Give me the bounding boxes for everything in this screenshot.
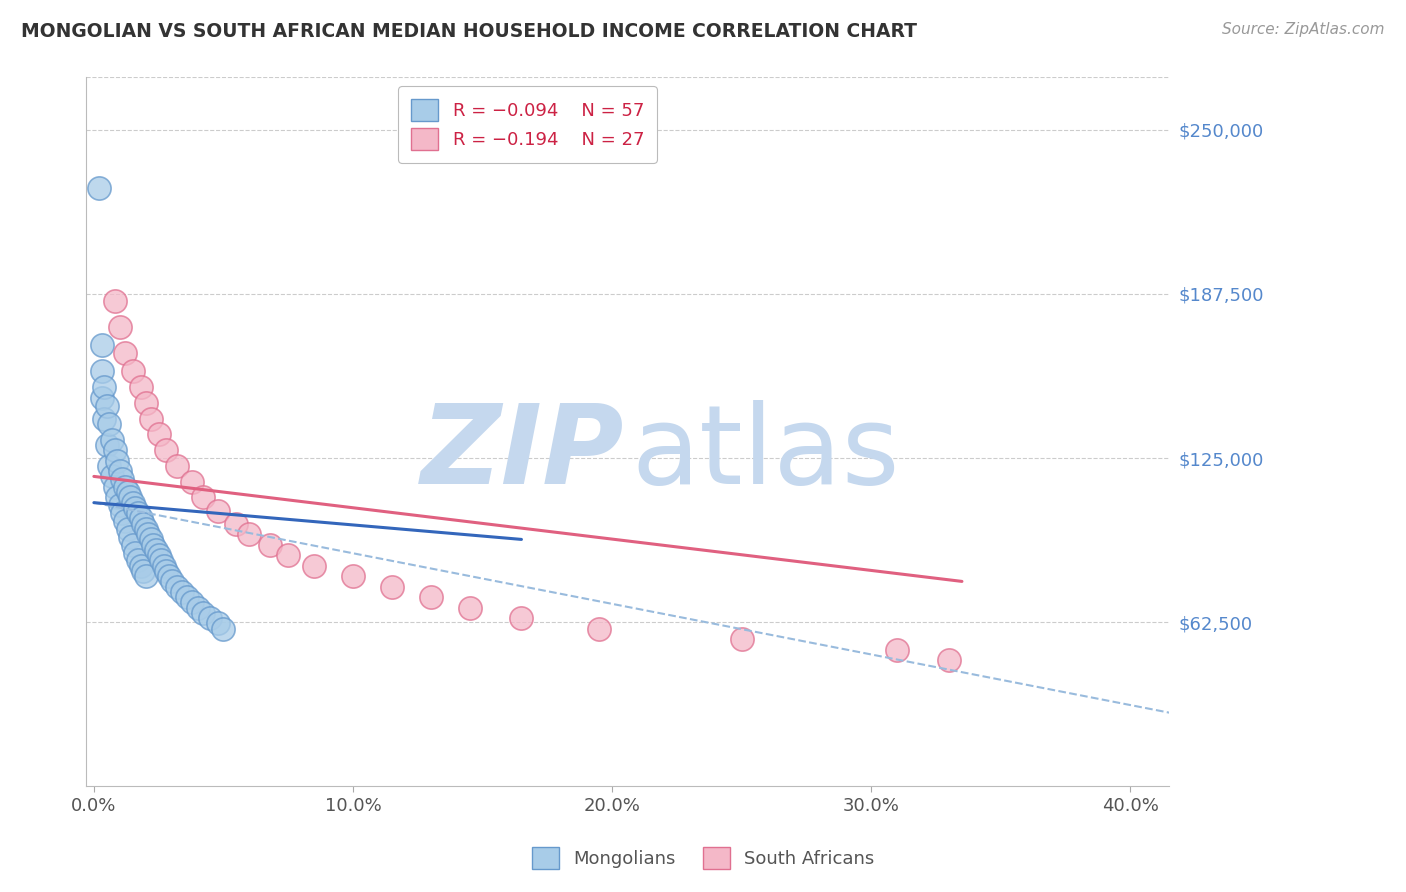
Point [96,438,118,452]
Point [170,585,193,599]
Point [127,553,149,567]
Legend: Mongolians, South Africans: Mongolians, South Africans [523,838,883,879]
Point [117,522,139,536]
Point [120,491,142,505]
Point [121,364,143,378]
Point [160,574,183,589]
Point [207,616,229,631]
Point [181,475,204,489]
Point [87,180,110,194]
Point [98,417,121,431]
Point [101,433,124,447]
Point [176,590,198,604]
Point [105,491,128,505]
Point [124,545,146,559]
Point [381,580,404,594]
Point [157,569,180,583]
Point [104,443,127,458]
Point [96,399,118,413]
Point [139,533,162,547]
Point [111,506,134,520]
Point [98,458,121,473]
Point [90,364,112,378]
Point [124,500,146,515]
Point [108,498,131,512]
Point [342,569,364,583]
Point [166,580,188,594]
Point [104,293,127,308]
Point [108,319,131,334]
Point [150,553,173,567]
Point [135,522,157,536]
Point [101,469,124,483]
Point [181,595,204,609]
Text: Source: ZipAtlas.com: Source: ZipAtlas.com [1222,22,1385,37]
Point [117,485,139,500]
Point [136,527,159,541]
Point [153,558,176,573]
Point [225,516,247,531]
Point [302,558,325,573]
Point [121,496,143,510]
Point [108,464,131,478]
Point [191,606,214,620]
Point [212,622,235,636]
Point [114,480,136,494]
Point [93,411,115,425]
Text: atlas: atlas [631,400,900,507]
Point [886,642,908,657]
Point [105,453,128,467]
Point [588,622,610,636]
Point [155,443,177,458]
Point [238,527,260,541]
Point [145,542,167,557]
Point [104,480,127,494]
Point [132,516,155,531]
Point [129,380,152,394]
Point [458,600,481,615]
Point [111,472,134,486]
Point [142,538,165,552]
Point [129,511,152,525]
Point [121,538,143,552]
Point [114,514,136,528]
Point [90,391,112,405]
Point [93,380,115,394]
Point [419,590,441,604]
Point [191,491,214,505]
Point [114,346,136,360]
Point [186,600,208,615]
Text: ZIP: ZIP [420,400,624,507]
Point [510,611,533,625]
Text: MONGOLIAN VS SOUTH AFRICAN MEDIAN HOUSEHOLD INCOME CORRELATION CHART: MONGOLIAN VS SOUTH AFRICAN MEDIAN HOUSEH… [21,22,917,41]
Point [135,569,157,583]
Point [938,653,960,667]
Legend: R = −0.094    N = 57, R = −0.194    N = 27: R = −0.094 N = 57, R = −0.194 N = 27 [398,87,657,163]
Point [148,548,170,562]
Point [148,427,170,442]
Point [277,548,299,562]
Point [90,338,112,352]
Point [129,558,152,573]
Point [127,506,149,520]
Point [200,611,222,625]
Point [259,538,281,552]
Point [120,530,142,544]
Point [139,411,162,425]
Point [731,632,754,647]
Point [155,564,177,578]
Point [135,396,157,410]
Point [132,564,155,578]
Point [166,458,188,473]
Point [207,503,229,517]
